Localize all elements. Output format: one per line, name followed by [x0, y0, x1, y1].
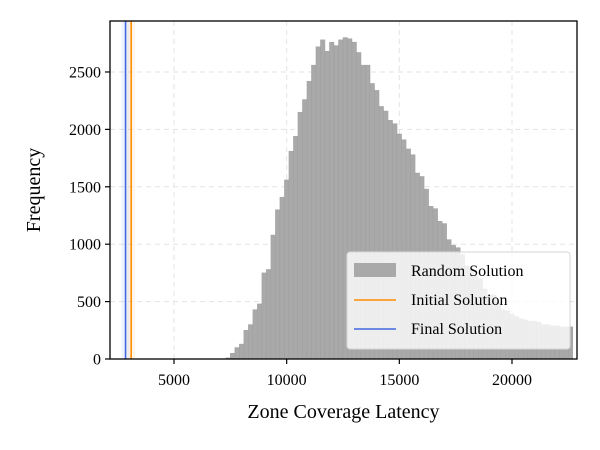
histogram-bar: [230, 353, 236, 360]
legend: Random Solution Initial Solution Final S…: [346, 251, 571, 350]
histogram-bar: [320, 39, 326, 360]
histogram-bar: [252, 309, 258, 360]
y-tick-label: 1500: [69, 179, 101, 196]
legend-label-initial: Initial Solution: [411, 292, 507, 309]
legend-patch-random: [354, 263, 396, 277]
x-axis-label: Zone Coverage Latency: [247, 401, 439, 423]
histogram-bar: [261, 272, 267, 360]
histogram-bar: [297, 111, 303, 360]
histogram-bar: [315, 46, 321, 360]
histogram-bar: [311, 64, 317, 360]
y-axis-label: Frequency: [23, 148, 45, 232]
x-tick-label: 5000: [158, 372, 190, 389]
histogram-bar: [324, 51, 330, 360]
histogram-bar: [266, 269, 272, 360]
x-tick-label: 15000: [379, 372, 419, 389]
histogram-bar: [270, 234, 276, 360]
y-axis-ticks: 0 500 1000 1500 2000 2500: [69, 64, 110, 369]
histogram-bar: [243, 330, 249, 360]
histogram-bar: [279, 196, 285, 360]
histogram-bar: [293, 136, 299, 360]
legend-label-final: Final Solution: [411, 321, 502, 338]
x-tick-label: 20000: [492, 372, 532, 389]
y-tick-label: 2500: [69, 64, 101, 81]
histogram-bar: [306, 80, 312, 360]
histogram-bar: [288, 150, 294, 360]
histogram-bar: [338, 39, 344, 360]
histogram-bar: [234, 347, 240, 360]
histogram-bar: [329, 41, 335, 360]
y-tick-label: 500: [77, 294, 101, 311]
x-axis-ticks: 5000 10000 15000 20000: [158, 359, 532, 389]
legend-box: [346, 251, 571, 350]
histogram-bar: [302, 99, 308, 360]
legend-label-random: Random Solution: [411, 263, 523, 280]
histogram-bar: [248, 324, 254, 360]
y-tick-label: 0: [93, 352, 101, 369]
histogram-bar: [239, 343, 245, 360]
y-tick-label: 1000: [69, 237, 101, 254]
histogram-bar: [275, 209, 281, 360]
solution-lines: [121, 21, 136, 359]
histogram-bar: [333, 45, 339, 360]
y-tick-label: 2000: [69, 122, 101, 139]
plot-frame: [109, 20, 578, 360]
x-tick-label: 10000: [267, 372, 307, 389]
histogram-bar: [257, 303, 263, 360]
histogram-bar: [284, 179, 290, 360]
